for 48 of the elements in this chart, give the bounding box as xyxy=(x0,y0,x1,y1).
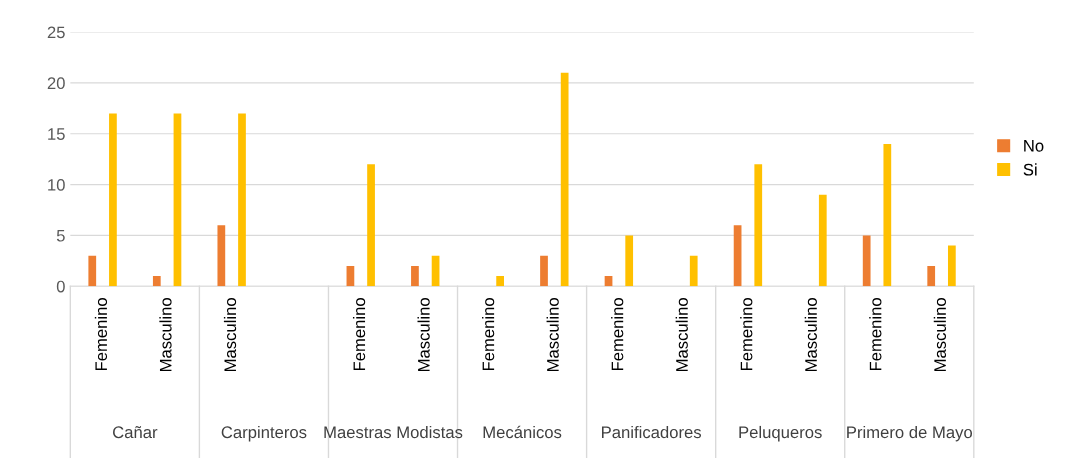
bar xyxy=(88,255,97,287)
x-tick-label: Femenino xyxy=(740,298,753,371)
bar xyxy=(927,265,936,287)
text: Panificadores xyxy=(602,425,702,439)
x-tick-label: Masculino xyxy=(159,298,172,372)
x-tick-label: Femenino xyxy=(482,298,495,371)
bar xyxy=(625,235,634,287)
y-tick-label: 0 xyxy=(56,280,65,293)
bar xyxy=(754,164,763,287)
text: Primero de Mayo xyxy=(847,425,973,442)
bar xyxy=(152,276,161,287)
y-tick-label: 25 xyxy=(47,26,65,39)
x-tick-label: Femenino xyxy=(352,298,366,371)
bar xyxy=(367,164,375,287)
bar xyxy=(109,113,117,287)
x-tick-label: Femenino xyxy=(611,298,624,371)
x-tick-label: Masculino xyxy=(933,298,947,372)
bar xyxy=(883,143,892,287)
text: Peluqueros xyxy=(739,425,822,442)
text: Carpinteros xyxy=(221,425,307,442)
bar xyxy=(818,194,827,287)
legend-label: No xyxy=(1024,140,1044,152)
bar xyxy=(173,113,182,287)
bar xyxy=(411,265,419,287)
bar xyxy=(733,225,742,287)
x-tick-label: Femenino xyxy=(869,298,882,371)
bar xyxy=(947,245,956,287)
x-tick-label: Masculino xyxy=(223,298,237,372)
x-tick-label: Femenino xyxy=(94,298,108,371)
bar xyxy=(238,113,246,287)
y-tick-label: 15 xyxy=(48,128,65,140)
x-tick-label: Masculino xyxy=(675,298,688,372)
x-tick-label: Masculino xyxy=(804,298,817,372)
bar xyxy=(862,235,871,287)
text: Mecánicos xyxy=(483,425,562,439)
bar xyxy=(689,255,698,287)
y-tick-label: 10 xyxy=(48,178,65,191)
legend-label: Si xyxy=(1023,163,1037,176)
y-tick-label: 20 xyxy=(47,77,65,90)
bar xyxy=(560,72,569,287)
bar xyxy=(496,276,504,287)
bar xyxy=(217,225,226,287)
x-tick-label: Masculino xyxy=(417,298,430,372)
bar xyxy=(540,255,548,287)
y-tick-label: 5 xyxy=(56,229,65,242)
x-tick-label: Masculino xyxy=(546,298,559,372)
text: Cañar xyxy=(113,426,158,439)
text: Maestras Modistas xyxy=(324,425,463,439)
